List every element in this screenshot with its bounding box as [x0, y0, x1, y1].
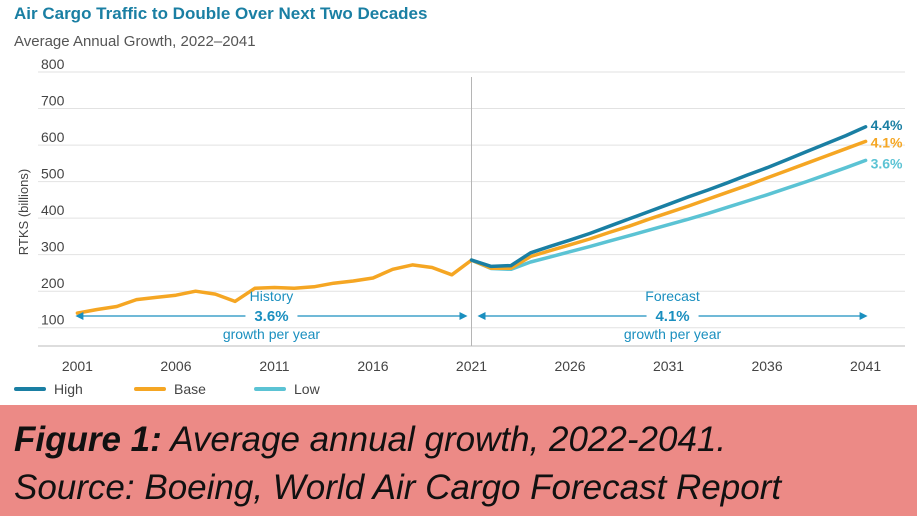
y-tick-700: 700	[41, 93, 65, 109]
history-arrow-right-head	[459, 312, 468, 320]
y-tick-300: 300	[41, 239, 65, 255]
end-label-low: 3.6%	[871, 155, 903, 171]
y-tick-labels: 100 200 300 400 500 600 700 800	[41, 56, 65, 328]
x-tick-2006: 2006	[160, 358, 191, 374]
end-label-high: 4.4%	[871, 117, 903, 133]
y-axis-label: RTKS (billions)	[16, 169, 31, 255]
forecast-note: growth per year	[624, 326, 722, 342]
forecast-value: 4.1%	[655, 308, 689, 325]
x-tick-2001: 2001	[62, 358, 93, 374]
figure-source-line: Source: Boeing, World Air Cargo Forecast…	[14, 468, 782, 507]
y-tick-200: 200	[41, 275, 65, 291]
legend-label-base: Base	[174, 381, 206, 397]
y-tick-500: 500	[41, 166, 65, 182]
series-lines	[75, 125, 868, 315]
x-tick-2011: 2011	[259, 358, 289, 374]
x-tick-2031: 2031	[653, 358, 684, 374]
caption-band	[0, 405, 917, 516]
y-tick-800: 800	[41, 56, 65, 72]
figure-label: Figure 1:	[14, 420, 162, 459]
y-tick-100: 100	[41, 312, 65, 328]
line-chart: 100 200 300 400 500 600 700 800 2001 2006 2011 201…	[14, 56, 905, 397]
y-tick-600: 600	[41, 129, 65, 145]
chart-title: Air Cargo Traffic to Double Over Next Tw…	[14, 4, 428, 23]
y-tick-400: 400	[41, 202, 65, 218]
legend: High Base Low	[14, 381, 321, 397]
series-line-low	[469, 158, 868, 272]
x-tick-2026: 2026	[554, 358, 585, 374]
x-tick-2021: 2021	[456, 358, 487, 374]
legend-label-high: High	[54, 381, 83, 397]
forecast-value-backing	[646, 306, 699, 324]
history-label: History	[250, 288, 294, 304]
figure-caption-text: Average annual growth, 2022-2041.	[161, 420, 727, 459]
series-end-labels: 4.4%4.1% 3.6%	[871, 117, 903, 172]
series-line-high	[469, 125, 868, 269]
history-value: 3.6%	[254, 308, 288, 325]
end-label-base: 4.1%	[871, 134, 903, 150]
history-value-backing	[245, 306, 298, 324]
legend-label-low: Low	[294, 381, 321, 397]
history-note: growth per year	[223, 326, 321, 342]
x-tick-2036: 2036	[751, 358, 782, 374]
x-tick-labels: 2001 2006 2011 2016 2021 2026 2031 2036 2041	[62, 358, 882, 374]
x-tick-2041: 2041	[850, 358, 881, 374]
chart-subtitle: Average Annual Growth, 2022–2041	[14, 33, 256, 50]
x-tick-2016: 2016	[357, 358, 388, 374]
forecast-arrow-left-head	[477, 312, 486, 320]
figure-caption-line1: Figure 1: Average annual growth, 2022-20…	[14, 420, 726, 460]
history-arrow-left-head	[75, 312, 84, 320]
forecast-arrow-right-head	[859, 312, 868, 320]
forecast-label: Forecast	[645, 288, 700, 304]
